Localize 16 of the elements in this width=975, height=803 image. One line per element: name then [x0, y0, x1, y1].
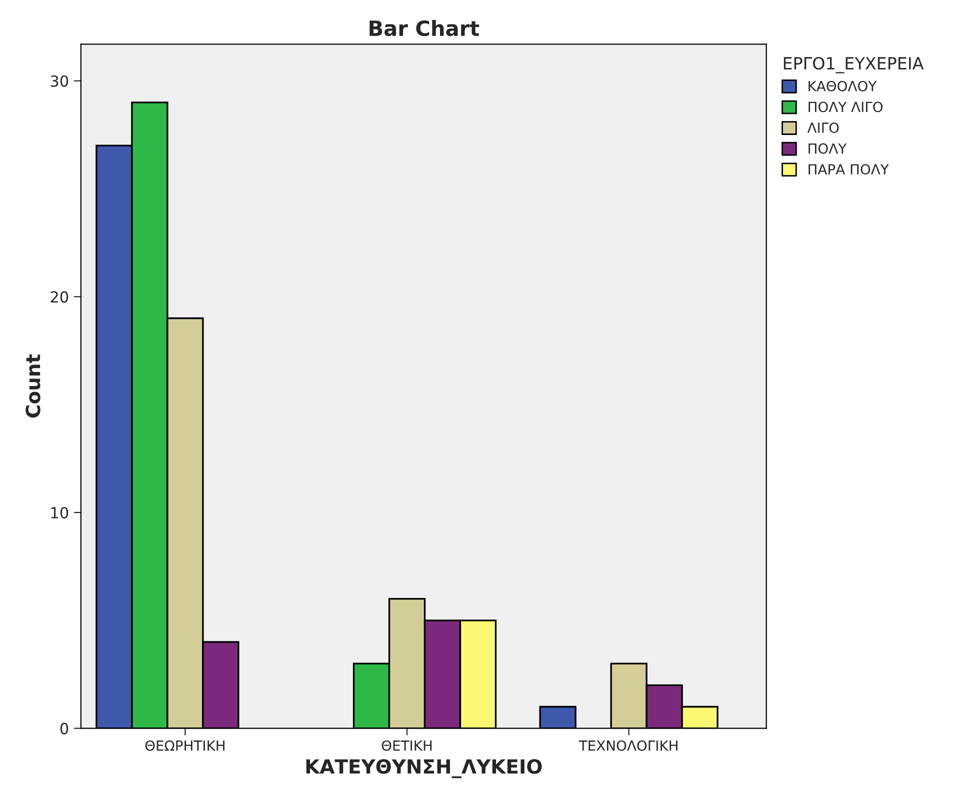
chart-title: Bar Chart [370, 20, 480, 36]
y-tick-label: 20 [50, 291, 68, 303]
x-tick-label: ΘΕΤΙΚΗ [382, 740, 432, 751]
legend-label: ΠΑΡΑ ΠΟΛΥ [808, 164, 889, 175]
y-axis-title: Count [26, 354, 40, 418]
legend-label: ΠΟΛΥ [808, 143, 847, 154]
legend-title: ΕΡΓΟ1_ΕΥΧΕΡΕΙΑ [784, 56, 924, 74]
y-tick-label: 0 [60, 722, 68, 734]
x-tick-label: ΤΕΧΝΟΛΟΓΙΚΗ [578, 740, 678, 751]
legend-label: ΠΟΛΥ ΛΙΓΟ [808, 102, 883, 112]
x-tick-label: ΘΕΩΡΗΤΙΚΗ [145, 740, 224, 751]
y-tick-label: 10 [51, 506, 68, 519]
x-axis-title: ΚΑΤΕΥΘΥΝΣΗ_ΛΥΚΕΙΟ [306, 759, 542, 778]
legend-label: ΚΑΘΟΛΟΥ [808, 80, 877, 92]
legend-label: ΛΙΓΟ [807, 122, 839, 133]
y-tick-label: 30 [50, 75, 68, 87]
